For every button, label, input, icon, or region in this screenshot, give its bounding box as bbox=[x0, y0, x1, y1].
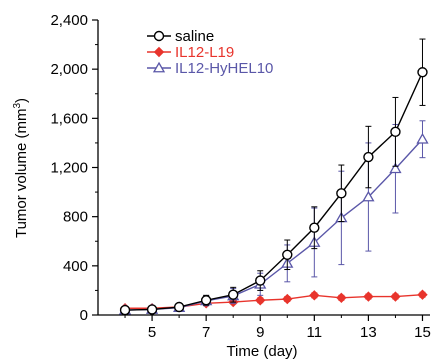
y-tick-label: 2,400 bbox=[50, 12, 88, 29]
legend-marker bbox=[153, 46, 165, 58]
y-tick-label: 1,200 bbox=[50, 160, 88, 177]
data-point bbox=[362, 190, 375, 202]
series-line bbox=[125, 138, 423, 311]
y-axis-label-close: ) bbox=[13, 98, 30, 103]
x-tick-label: 9 bbox=[256, 324, 264, 341]
series-line bbox=[125, 294, 423, 309]
data-point bbox=[309, 290, 320, 301]
data-point bbox=[255, 275, 266, 286]
legend-marker bbox=[152, 61, 166, 73]
series-saline bbox=[119, 38, 428, 316]
data-point bbox=[363, 291, 374, 302]
data-point bbox=[282, 293, 293, 305]
x-tick-label: 5 bbox=[148, 324, 156, 341]
data-point bbox=[417, 289, 428, 300]
series-il12-hyhel10 bbox=[118, 120, 429, 315]
data-point bbox=[200, 295, 212, 306]
data-point bbox=[309, 222, 320, 233]
data-point bbox=[173, 301, 185, 313]
legend-item: IL12-L19 bbox=[147, 44, 234, 61]
x-tick-label: 7 bbox=[202, 324, 210, 341]
y-axis-label-text: Tumor volume (mm bbox=[13, 109, 30, 238]
legend-label: IL12-L19 bbox=[175, 44, 234, 61]
y-axis-label: Tumor volume (mm3) bbox=[12, 98, 30, 238]
data-point bbox=[146, 304, 158, 315]
y-axis-label-superscript: 3 bbox=[12, 103, 23, 109]
x-axis-label: Time (day) bbox=[226, 343, 297, 360]
legend-item: saline bbox=[147, 28, 214, 45]
y-tick-label: 400 bbox=[63, 258, 88, 275]
y-tick-label: 800 bbox=[63, 209, 88, 226]
x-tick-label: 15 bbox=[414, 324, 431, 341]
y-tick-label: 1,600 bbox=[50, 110, 88, 127]
legend-item: IL12-HyHEL10 bbox=[147, 60, 273, 77]
data-point bbox=[119, 304, 131, 316]
data-point bbox=[389, 162, 402, 174]
data-point bbox=[336, 292, 347, 303]
data-point bbox=[336, 188, 347, 199]
legend-marker bbox=[153, 30, 165, 42]
data-point bbox=[282, 249, 293, 260]
data-point bbox=[390, 126, 401, 138]
data-point bbox=[255, 295, 266, 306]
y-tick-label: 0 bbox=[80, 307, 88, 324]
data-point bbox=[390, 291, 401, 302]
data-point bbox=[416, 132, 429, 144]
legend-label: IL12-HyHEL10 bbox=[175, 60, 273, 77]
series-layer bbox=[118, 38, 429, 316]
x-tick-label: 13 bbox=[360, 324, 377, 341]
data-point bbox=[363, 151, 374, 163]
x-tick-label: 11 bbox=[307, 324, 323, 341]
data-point bbox=[227, 289, 239, 300]
legend-label: saline bbox=[175, 28, 214, 45]
series-il12-l19 bbox=[119, 289, 428, 314]
axes: 0 400 800 1,200 1,600 2,000 2,400 5 7 9 11 13 15 bbox=[50, 12, 430, 341]
y-tick-label: 2,000 bbox=[50, 61, 88, 78]
data-point bbox=[417, 67, 428, 78]
